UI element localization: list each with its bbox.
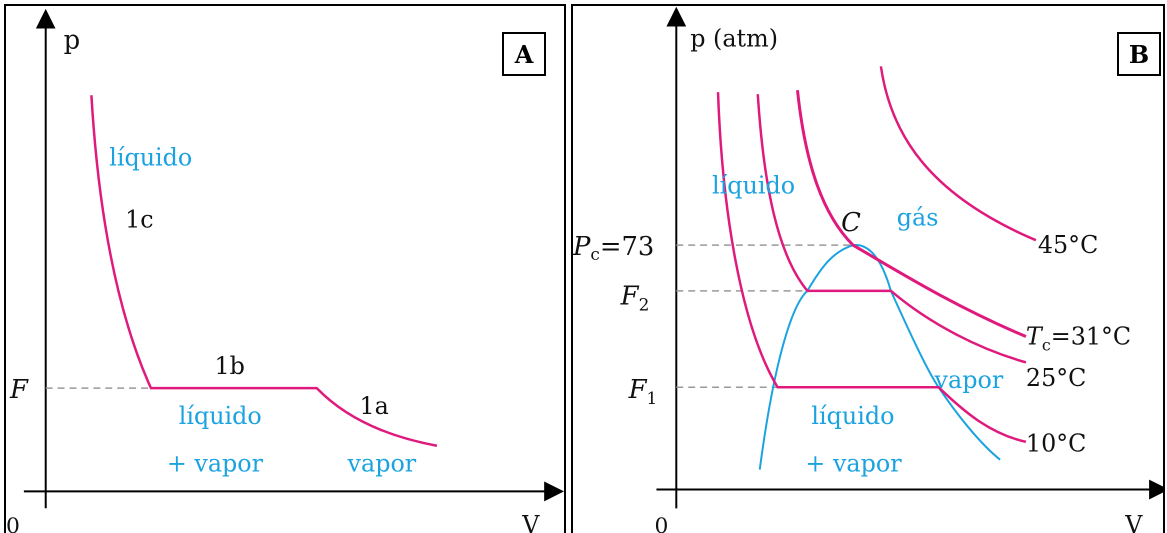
isotherm-curve	[90, 95, 438, 447]
f2-symbol: F	[620, 282, 640, 312]
region-vapor-label: vapor	[347, 450, 417, 478]
point-1b-label: 1b	[215, 352, 245, 380]
isotherm-10c	[716, 92, 1027, 444]
f2-subscript: 2	[639, 295, 650, 315]
pc-subscript: c	[590, 244, 599, 264]
pv-diagram-a: p V 0 F 1c 1b 1a líquido líquido + vapor…	[6, 8, 564, 533]
axis-x-label: V	[521, 511, 540, 533]
f1-symbol: F	[628, 375, 648, 405]
tc-subscript: c	[1042, 335, 1051, 354]
f1-label: F1	[628, 375, 658, 408]
isotherm-25c	[756, 94, 1027, 364]
pc-symbol: P	[573, 232, 591, 262]
isotherm-tc	[795, 90, 1027, 338]
saturation-dome	[758, 244, 1001, 470]
pc-label: Pc=73	[573, 232, 654, 264]
region-mix-label-1: líquido	[179, 402, 262, 430]
panel-a: p V 0 F 1c 1b 1a líquido líquido + vapor…	[4, 4, 566, 533]
tc-symbol: T	[1026, 322, 1044, 350]
isotherm-45c	[879, 66, 1037, 242]
isotherm-tc-label: Tc=31°C	[1026, 322, 1131, 354]
pv-diagram-b: p (atm) V 0 Pc=73 F2 F1 C gás líquido va…	[573, 6, 1163, 533]
region-mix-label-2: + vapor	[167, 450, 264, 478]
region-vapor-label: vapor	[934, 366, 1004, 394]
origin-label: 0	[6, 514, 20, 533]
panel-b: p (atm) V 0 Pc=73 F2 F1 C gás líquido va…	[571, 4, 1165, 533]
region-gas-label: gás	[897, 203, 939, 231]
isotherm-10c-label: 10°C	[1026, 430, 1086, 458]
critical-point-label: C	[841, 208, 861, 238]
region-liquid-label: líquido	[109, 144, 192, 172]
panel-a-badge: A	[502, 32, 546, 76]
pc-value: =73	[600, 232, 654, 262]
pressure-f-label: F	[9, 375, 29, 405]
isotherm-45c-label: 45°C	[1038, 231, 1098, 259]
axis-y-label: p (atm)	[690, 25, 778, 53]
isotherm-25c-label: 25°C	[1026, 364, 1086, 392]
axis-y-label: p	[64, 26, 81, 56]
region-liquid-label: líquido	[712, 172, 795, 200]
f1-subscript: 1	[647, 388, 658, 408]
panel-b-badge: B	[1117, 32, 1161, 76]
point-1a-label: 1a	[359, 392, 388, 420]
tc-value: =31°C	[1051, 322, 1131, 350]
f2-label: F2	[620, 282, 650, 315]
origin-label: 0	[654, 514, 668, 533]
region-mix-label-2: + vapor	[805, 450, 902, 478]
axis-x-label: V	[1124, 511, 1143, 533]
point-1c-label: 1c	[125, 205, 153, 233]
region-mix-label-1: líquido	[811, 402, 894, 430]
